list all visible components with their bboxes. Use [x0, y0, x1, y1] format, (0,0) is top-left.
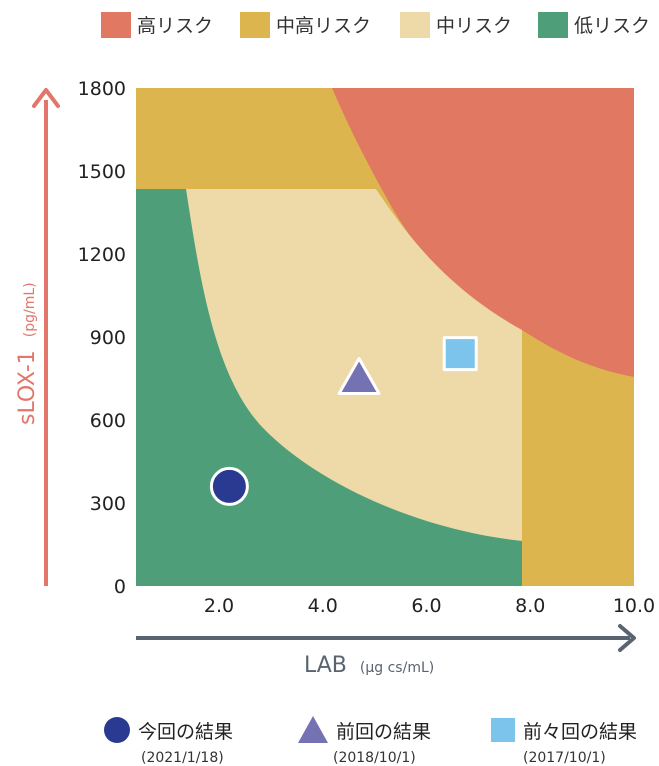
legend-square-icon [491, 718, 515, 742]
y-tick-label: 300 [90, 493, 126, 515]
legend-current-date: (2021/1/18) [141, 750, 224, 766]
x-axis-arrow [136, 624, 636, 652]
y-axis-arrow [32, 88, 60, 586]
x-axis-title: LAB [304, 653, 347, 678]
x-tick-label: 8.0 [515, 595, 545, 617]
legend-swatch-low [538, 12, 568, 38]
x-tick-label: 4.0 [308, 595, 338, 617]
y-tick-label: 600 [90, 410, 126, 432]
x-tick-label: 10.0 [613, 595, 655, 617]
y-axis-title: sLOX-1 [15, 350, 40, 425]
x-axis-label: LAB (µg cs/mL) [304, 653, 434, 678]
x-tick-label: 6.0 [411, 595, 441, 617]
legend-previous-label: 前回の結果 [336, 721, 431, 743]
legend-triangle-icon [298, 716, 328, 743]
legend-label-low: 低リスク [574, 15, 650, 37]
legend-swatch-high [101, 12, 131, 38]
y-axis-unit: (pg/mL) [22, 282, 38, 337]
legend-previous-date: (2018/10/1) [333, 750, 416, 766]
point-before-previous-square [442, 336, 478, 372]
risk-zones [136, 88, 634, 586]
y-tick-label: 1200 [78, 244, 126, 266]
x-axis-unit: (µg cs/mL) [360, 660, 434, 676]
y-tick-label: 900 [90, 327, 126, 349]
y-tick-label: 1500 [78, 161, 126, 183]
point-current-circle [209, 466, 249, 506]
zone-high [332, 88, 634, 377]
y-tick-labels: 1800 1500 1200 900 600 300 0 [78, 78, 126, 598]
zone-legend: 高リスク 中高リスク 中リスク 低リスク [101, 12, 650, 38]
point-previous-triangle [337, 357, 381, 395]
legend-swatch-midhigh [240, 12, 270, 38]
y-axis-label: sLOX-1 (pg/mL) [15, 282, 40, 425]
legend-label-midhigh: 中高リスク [276, 15, 371, 37]
data-points [209, 336, 478, 506]
result-legend: 今回の結果 (2021/1/18) 前回の結果 (2018/10/1) 前々回の… [104, 716, 637, 766]
legend-current-label: 今回の結果 [138, 721, 233, 743]
legend-label-high: 高リスク [137, 15, 213, 37]
zone-mid [136, 189, 522, 541]
legend-before-previous-date: (2017/10/1) [523, 750, 606, 766]
x-tick-label: 2.0 [204, 595, 234, 617]
legend-swatch-mid [400, 12, 430, 38]
legend-before-previous-label: 前々回の結果 [523, 721, 637, 743]
y-tick-label: 1800 [78, 78, 126, 100]
x-tick-labels: 2.0 4.0 6.0 8.0 10.0 [204, 595, 655, 617]
y-tick-label: 0 [114, 576, 126, 598]
legend-circle-icon [104, 717, 130, 743]
legend-label-mid: 中リスク [436, 15, 512, 37]
